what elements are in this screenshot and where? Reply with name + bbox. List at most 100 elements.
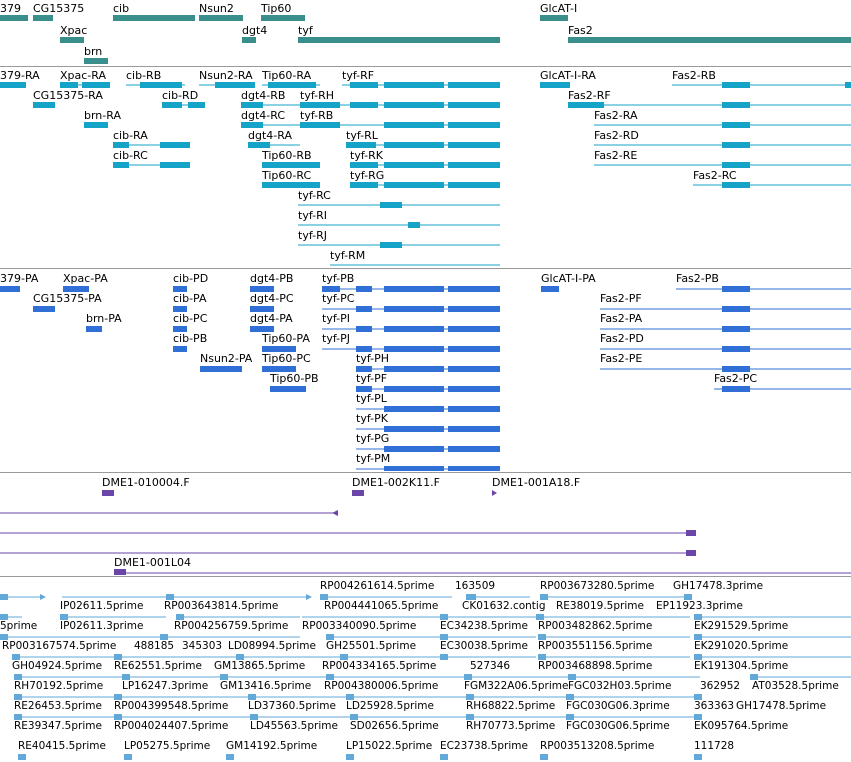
transcript-label[interactable]: 379-RA <box>0 69 40 82</box>
protein-label[interactable]: 379-PA <box>0 272 39 285</box>
transcript-exon[interactable] <box>384 142 444 148</box>
gene-label[interactable]: Fas2 <box>568 24 593 37</box>
transcript-exon[interactable] <box>448 142 500 148</box>
transcript-exon[interactable] <box>160 162 190 168</box>
est-label[interactable]: RP003167574.5prime <box>2 640 117 652</box>
transcript-exon[interactable] <box>384 102 444 108</box>
est-segment[interactable] <box>464 674 472 680</box>
est-segment[interactable] <box>440 634 448 640</box>
transcript-exon[interactable] <box>262 162 320 168</box>
protein-segment[interactable] <box>63 286 89 292</box>
est-label[interactable]: GH17478.5prime <box>736 700 827 712</box>
protein-segment[interactable] <box>250 286 274 292</box>
protein-segment[interactable] <box>173 326 187 332</box>
protein-segment[interactable] <box>448 446 500 452</box>
transcript-label[interactable]: tyf-RF <box>342 69 375 82</box>
transcript-label[interactable]: dgt4-RB <box>241 89 286 102</box>
est-label[interactable]: FGC030G06.3prime <box>566 700 670 712</box>
est-segment[interactable] <box>540 754 548 760</box>
gene-label[interactable]: cib <box>113 2 130 15</box>
transcript-exon[interactable] <box>722 182 750 188</box>
est-segment[interactable] <box>114 694 122 700</box>
est-label[interactable]: LD37360.5prime <box>248 700 336 712</box>
transcript-exon[interactable] <box>60 82 78 88</box>
protein-segment[interactable] <box>448 426 500 432</box>
est-segment[interactable] <box>326 674 334 680</box>
transcript-exon[interactable] <box>300 122 340 128</box>
gene-bar-GlcAT-I[interactable] <box>540 15 568 21</box>
clone-end[interactable] <box>332 510 338 516</box>
transcript-label[interactable]: Fas2-RE <box>594 149 638 162</box>
protein-label[interactable]: Fas2-PD <box>600 332 644 345</box>
transcript-exon[interactable] <box>350 162 378 168</box>
est-segment[interactable] <box>694 634 702 640</box>
protein-label[interactable]: cib-PB <box>173 332 208 345</box>
est-label[interactable]: LP15022.5prime <box>346 740 433 752</box>
clone-end[interactable] <box>686 530 696 536</box>
protein-segment[interactable] <box>384 346 444 352</box>
est-segment[interactable] <box>346 694 354 700</box>
est-arrow[interactable] <box>306 594 312 600</box>
gene-bar-brn[interactable] <box>84 58 108 64</box>
transcript-exon[interactable] <box>722 122 750 128</box>
protein-label[interactable]: CG15375-PA <box>33 292 102 305</box>
est-segment[interactable] <box>566 694 574 700</box>
transcript-label[interactable]: cib-RB <box>126 69 162 82</box>
est-segment[interactable] <box>694 754 702 760</box>
est-label[interactable]: EP11923.3prime <box>656 600 743 612</box>
est-arrow[interactable] <box>40 594 46 600</box>
est-label[interactable]: IP02611.3prime <box>60 620 144 632</box>
est-label[interactable]: SD02656.5prime <box>350 720 439 732</box>
protein-segment[interactable] <box>384 366 444 372</box>
protein-label[interactable]: Fas2-PF <box>600 292 642 305</box>
protein-segment[interactable] <box>262 366 296 372</box>
transcript-exon[interactable] <box>268 82 316 88</box>
est-segment[interactable] <box>346 754 354 760</box>
est-label[interactable]: RP004261614.5prime <box>320 580 435 592</box>
protein-segment[interactable] <box>356 306 372 312</box>
protein-label[interactable]: Fas2-PA <box>600 312 643 325</box>
est-label[interactable]: RE40415.5prime <box>18 740 106 752</box>
protein-label[interactable]: Xpac-PA <box>63 272 108 285</box>
est-label[interactable]: RP003340090.5prime <box>302 620 417 632</box>
gene-bar-cib[interactable] <box>113 15 195 21</box>
protein-segment[interactable] <box>448 466 500 471</box>
protein-label[interactable]: Tip60-PA <box>262 332 310 345</box>
est-segment[interactable] <box>226 754 234 760</box>
transcript-exon[interactable] <box>84 122 108 128</box>
protein-segment[interactable] <box>356 366 372 372</box>
transcript-exon[interactable] <box>448 82 500 88</box>
protein-label[interactable]: cib-PC <box>173 312 208 325</box>
est-segment[interactable] <box>248 694 256 700</box>
est-label[interactable]: FGC032H03.5prime <box>568 680 672 692</box>
protein-label[interactable]: Fas2-PE <box>600 352 643 365</box>
transcript-label[interactable]: Fas2-RF <box>568 89 611 102</box>
protein-label[interactable]: cib-PD <box>173 272 209 285</box>
est-label[interactable]: RP004256759.5prime <box>174 620 289 632</box>
transcript-exon[interactable] <box>350 102 378 108</box>
protein-segment[interactable] <box>33 306 55 312</box>
est-segment[interactable] <box>250 714 258 720</box>
transcript-exon[interactable] <box>722 102 750 108</box>
transcript-exon[interactable] <box>384 182 444 188</box>
transcript-label[interactable]: Fas2-RA <box>594 109 638 122</box>
protein-label[interactable]: tyf-PF <box>356 372 388 385</box>
protein-label[interactable]: tyf-PJ <box>322 332 350 345</box>
est-segment[interactable] <box>114 714 122 720</box>
transcript-exon[interactable] <box>0 82 26 88</box>
protein-segment[interactable] <box>173 286 187 292</box>
est-label[interactable]: EC30038.5prime <box>440 640 528 652</box>
transcript-exon[interactable] <box>380 242 402 248</box>
transcript-exon[interactable] <box>722 142 750 148</box>
protein-segment[interactable] <box>322 286 340 292</box>
transcript-exon[interactable] <box>448 122 500 128</box>
est-label[interactable]: RP003482862.5prime <box>538 620 653 632</box>
gene-label[interactable]: Xpac <box>60 24 88 37</box>
protein-segment[interactable] <box>200 366 242 372</box>
transcript-exon[interactable] <box>845 82 851 88</box>
est-label[interactable]: 488185 <box>134 640 175 652</box>
transcript-label[interactable]: dgt4-RA <box>248 129 292 142</box>
est-segment[interactable] <box>0 594 8 600</box>
est-segment[interactable] <box>466 594 476 600</box>
protein-segment[interactable] <box>541 286 559 292</box>
